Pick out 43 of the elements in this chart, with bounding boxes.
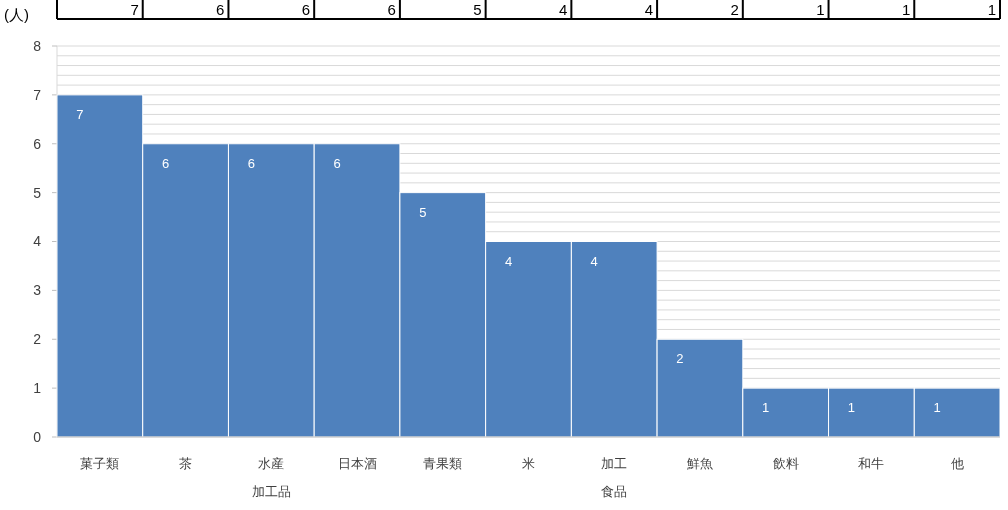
x-tick-label: 青果類 bbox=[423, 456, 463, 471]
y-tick-label: 8 bbox=[33, 37, 42, 54]
text: 4 bbox=[590, 253, 598, 269]
text: 1 bbox=[933, 400, 941, 416]
y-tick-label: 4 bbox=[33, 233, 42, 250]
data-label: 1 bbox=[987, 1, 996, 18]
text: 4 bbox=[504, 253, 513, 269]
data-label: 5 bbox=[473, 1, 482, 18]
x-tick-label: 日本酒 bbox=[337, 456, 377, 471]
y-tick-label: 0 bbox=[33, 428, 42, 445]
y-tick-label: 6 bbox=[33, 135, 42, 152]
data-label: 6 bbox=[301, 1, 311, 18]
text: 6 bbox=[247, 155, 255, 171]
data-label: 7 bbox=[130, 1, 139, 18]
text: 1 bbox=[847, 400, 856, 416]
x-tick-label: 水産加工品 bbox=[251, 456, 291, 499]
text: 7 bbox=[76, 106, 84, 122]
data-label: 1 bbox=[901, 1, 911, 18]
data-label: 6 bbox=[387, 1, 396, 18]
text: 2 bbox=[676, 351, 684, 367]
data-label: 6 bbox=[216, 1, 225, 18]
text: 6 bbox=[333, 155, 341, 171]
text: 5 bbox=[419, 204, 427, 220]
y-axis-title: (人) bbox=[4, 6, 29, 23]
data-label: 4 bbox=[644, 1, 654, 18]
x-tick-label: 飲料 bbox=[772, 456, 799, 471]
x-tick-label: 茶 bbox=[179, 456, 193, 471]
x-tick-label: 他 bbox=[950, 456, 964, 471]
y-tick-label: 1 bbox=[33, 380, 42, 397]
y-tick-label: 2 bbox=[33, 331, 42, 348]
data-label: 1 bbox=[816, 1, 825, 18]
x-tick-label: 加工食品 bbox=[601, 456, 628, 499]
data-label: 2 bbox=[730, 1, 739, 18]
x-tick-label: 菓子類 bbox=[80, 456, 120, 471]
y-tick-label: 7 bbox=[33, 86, 42, 103]
data-label: 4 bbox=[559, 1, 568, 18]
y-tick-label: 5 bbox=[33, 184, 42, 201]
x-tick-label: 米 bbox=[522, 456, 535, 471]
x-tick-label: 和牛 bbox=[858, 456, 885, 471]
y-tick-label: 3 bbox=[33, 282, 42, 299]
text: 1 bbox=[762, 400, 770, 416]
text: 6 bbox=[161, 155, 170, 171]
x-tick-label: 鮮魚 bbox=[686, 456, 713, 471]
